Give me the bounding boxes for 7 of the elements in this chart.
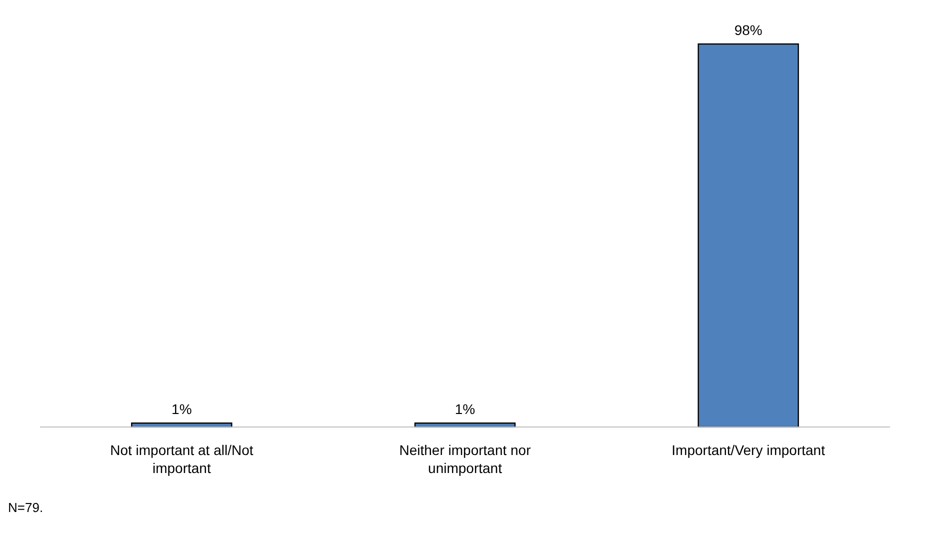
- x-tick-label: Important/Very important: [672, 442, 826, 458]
- data-label: 1%: [454, 401, 476, 418]
- text: N=79.: [8, 500, 44, 515]
- x-tick-label: Not important at all/Not important: [110, 442, 254, 476]
- data-label: 1%: [172, 401, 192, 418]
- data-label: 98%: [734, 22, 762, 38]
- x-tick-label: Neither important nor unimportant: [399, 442, 532, 476]
